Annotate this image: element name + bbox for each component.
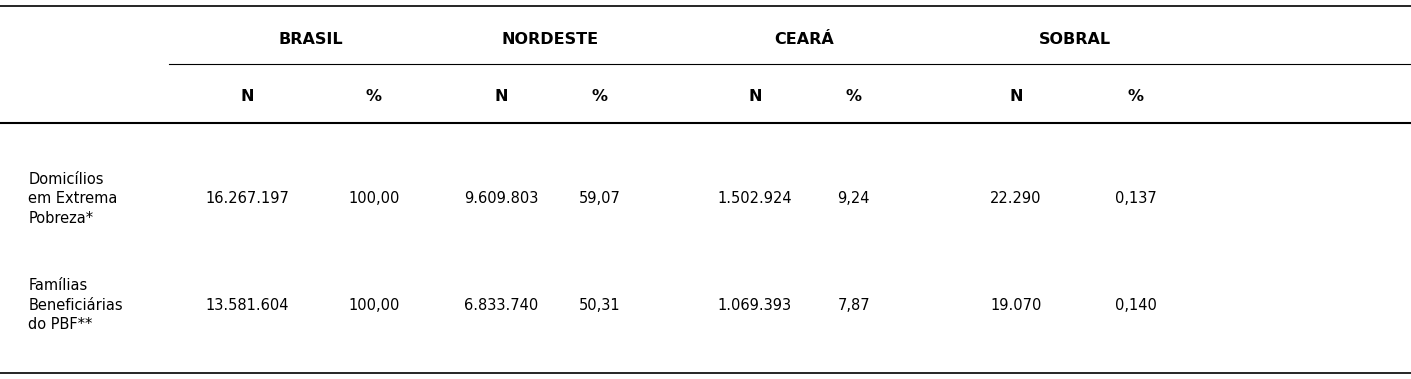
Text: 7,87: 7,87 xyxy=(837,298,871,313)
Text: 50,31: 50,31 xyxy=(579,298,621,313)
Text: 16.267.197: 16.267.197 xyxy=(205,191,289,207)
Text: 1.069.393: 1.069.393 xyxy=(718,298,792,313)
Text: N: N xyxy=(240,89,254,104)
Text: 1.502.924: 1.502.924 xyxy=(718,191,792,207)
Text: SOBRAL: SOBRAL xyxy=(1038,32,1112,47)
Text: 19.070: 19.070 xyxy=(991,298,1041,313)
Text: CEARÁ: CEARÁ xyxy=(775,32,834,47)
Text: 0,137: 0,137 xyxy=(1115,191,1157,207)
Text: 59,07: 59,07 xyxy=(579,191,621,207)
Text: 0,140: 0,140 xyxy=(1115,298,1157,313)
Text: 100,00: 100,00 xyxy=(349,298,399,313)
Text: NORDESTE: NORDESTE xyxy=(502,32,598,47)
Text: 13.581.604: 13.581.604 xyxy=(205,298,289,313)
Text: Famílias
Beneficiárias
do PBF**: Famílias Beneficiárias do PBF** xyxy=(28,278,123,332)
Text: N: N xyxy=(1009,89,1023,104)
Text: N: N xyxy=(494,89,508,104)
Text: 6.833.740: 6.833.740 xyxy=(464,298,538,313)
Text: 100,00: 100,00 xyxy=(349,191,399,207)
Text: BRASIL: BRASIL xyxy=(278,32,343,47)
Text: 22.290: 22.290 xyxy=(991,191,1041,207)
Text: N: N xyxy=(748,89,762,104)
Text: %: % xyxy=(591,89,608,104)
Text: %: % xyxy=(365,89,382,104)
Text: %: % xyxy=(845,89,862,104)
Text: Domicílios
em Extrema
Pobreza*: Domicílios em Extrema Pobreza* xyxy=(28,172,117,226)
Text: 9.609.803: 9.609.803 xyxy=(464,191,538,207)
Text: 9,24: 9,24 xyxy=(837,191,871,207)
Text: %: % xyxy=(1127,89,1144,104)
